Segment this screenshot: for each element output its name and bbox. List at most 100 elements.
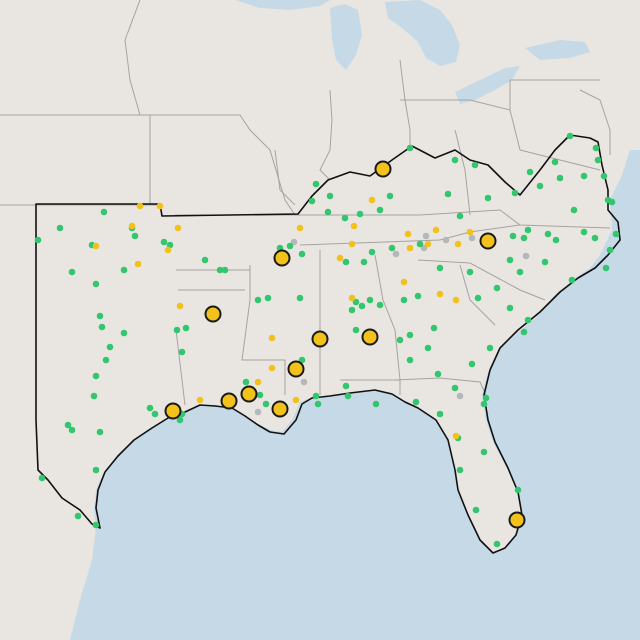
site-marker-green[interactable] [262, 400, 270, 408]
site-marker-green[interactable] [298, 250, 306, 258]
site-marker-green[interactable] [216, 266, 224, 274]
site-marker-green[interactable] [592, 144, 600, 152]
site-marker-green[interactable] [606, 246, 614, 254]
major-site-marker[interactable] [204, 305, 222, 323]
site-marker-green[interactable] [146, 404, 154, 412]
site-marker-yellow[interactable] [268, 364, 276, 372]
site-marker-gray[interactable] [456, 392, 464, 400]
major-site-marker[interactable] [374, 160, 392, 178]
site-marker-green[interactable] [386, 192, 394, 200]
site-marker-green[interactable] [580, 228, 588, 236]
site-marker-green[interactable] [352, 326, 360, 334]
site-marker-green[interactable] [358, 302, 366, 310]
site-marker-gray[interactable] [392, 250, 400, 258]
site-marker-green[interactable] [524, 316, 532, 324]
site-marker-green[interactable] [552, 236, 560, 244]
site-marker-green[interactable] [366, 296, 374, 304]
site-marker-green[interactable] [342, 382, 350, 390]
site-marker-green[interactable] [256, 391, 264, 399]
major-site-marker[interactable] [311, 330, 329, 348]
site-marker-green[interactable] [92, 280, 100, 288]
site-marker-green[interactable] [96, 312, 104, 320]
site-marker-green[interactable] [416, 240, 424, 248]
site-marker-green[interactable] [388, 244, 396, 252]
site-marker-green[interactable] [526, 168, 534, 176]
major-site-marker[interactable] [479, 232, 497, 250]
site-marker-gray[interactable] [300, 378, 308, 386]
site-marker-green[interactable] [451, 156, 459, 164]
site-marker-yellow[interactable] [348, 294, 356, 302]
major-site-marker[interactable] [220, 392, 238, 410]
site-marker-green[interactable] [120, 266, 128, 274]
site-marker-green[interactable] [38, 474, 46, 482]
site-marker-green[interactable] [566, 132, 574, 140]
major-site-marker[interactable] [361, 328, 379, 346]
site-marker-yellow[interactable] [432, 226, 440, 234]
site-marker-yellow[interactable] [196, 396, 204, 404]
site-marker-green[interactable] [444, 190, 452, 198]
site-marker-green[interactable] [400, 296, 408, 304]
site-marker-yellow[interactable] [174, 224, 182, 232]
site-marker-green[interactable] [396, 336, 404, 344]
site-marker-yellow[interactable] [134, 260, 142, 268]
site-marker-yellow[interactable] [176, 302, 184, 310]
site-marker-gray[interactable] [254, 408, 262, 416]
site-marker-green[interactable] [482, 394, 490, 402]
site-marker-green[interactable] [376, 206, 384, 214]
major-site-marker[interactable] [240, 385, 258, 403]
site-marker-green[interactable] [471, 161, 479, 169]
site-marker-green[interactable] [68, 426, 76, 434]
site-marker-green[interactable] [570, 206, 578, 214]
site-marker-green[interactable] [434, 370, 442, 378]
site-marker-green[interactable] [326, 192, 334, 200]
site-marker-green[interactable] [341, 214, 349, 222]
site-marker-green[interactable] [480, 400, 488, 408]
site-marker-yellow[interactable] [436, 290, 444, 298]
site-marker-green[interactable] [556, 174, 564, 182]
site-marker-green[interactable] [368, 248, 376, 256]
site-marker-green[interactable] [201, 256, 209, 264]
site-marker-yellow[interactable] [368, 196, 376, 204]
site-marker-green[interactable] [96, 428, 104, 436]
site-marker-green[interactable] [56, 224, 64, 232]
site-marker-green[interactable] [602, 264, 610, 272]
site-marker-yellow[interactable] [466, 228, 474, 236]
site-marker-yellow[interactable] [128, 222, 136, 230]
site-marker-green[interactable] [516, 268, 524, 276]
site-marker-yellow[interactable] [92, 242, 100, 250]
site-marker-yellow[interactable] [424, 240, 432, 248]
site-marker-green[interactable] [344, 392, 352, 400]
site-marker-green[interactable] [286, 242, 294, 250]
site-marker-yellow[interactable] [136, 202, 144, 210]
site-marker-gray[interactable] [442, 236, 450, 244]
site-marker-green[interactable] [436, 410, 444, 418]
site-marker-green[interactable] [92, 372, 100, 380]
site-marker-green[interactable] [324, 208, 332, 216]
site-marker-green[interactable] [506, 256, 514, 264]
site-marker-green[interactable] [514, 486, 522, 494]
site-marker-green[interactable] [160, 238, 168, 246]
site-marker-green[interactable] [591, 234, 599, 242]
site-marker-yellow[interactable] [156, 202, 164, 210]
site-marker-green[interactable] [120, 329, 128, 337]
site-marker-green[interactable] [360, 258, 368, 266]
site-marker-green[interactable] [348, 306, 356, 314]
site-marker-green[interactable] [486, 344, 494, 352]
site-marker-green[interactable] [406, 144, 414, 152]
site-marker-green[interactable] [612, 230, 620, 238]
site-marker-green[interactable] [74, 512, 82, 520]
site-marker-green[interactable] [430, 324, 438, 332]
site-marker-green[interactable] [406, 356, 414, 364]
site-marker-green[interactable] [254, 296, 262, 304]
major-site-marker[interactable] [287, 360, 305, 378]
site-marker-green[interactable] [568, 276, 576, 284]
site-marker-green[interactable] [100, 208, 108, 216]
site-marker-green[interactable] [406, 331, 414, 339]
site-marker-green[interactable] [541, 258, 549, 266]
site-marker-gray[interactable] [422, 232, 430, 240]
site-marker-green[interactable] [493, 540, 501, 548]
site-marker-green[interactable] [456, 212, 464, 220]
site-marker-green[interactable] [264, 294, 272, 302]
site-marker-green[interactable] [468, 360, 476, 368]
